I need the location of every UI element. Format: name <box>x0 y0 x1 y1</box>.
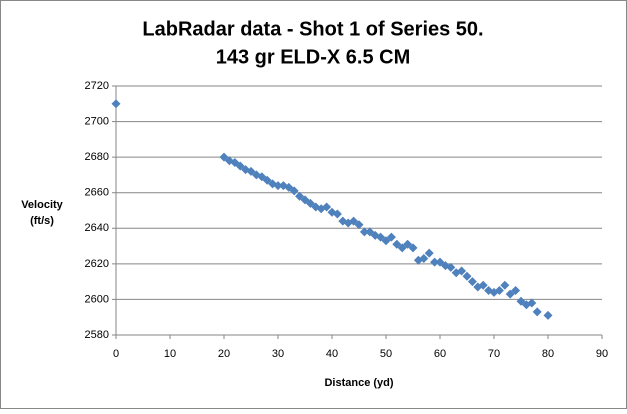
y-tick-label: 2580 <box>85 329 109 341</box>
data-point <box>446 262 456 272</box>
data-point <box>478 280 488 290</box>
data-point <box>527 298 537 308</box>
x-tick-label: 40 <box>326 348 338 360</box>
y-tick-label: 2620 <box>85 258 109 270</box>
x-tick-label: 50 <box>380 348 392 360</box>
data-point <box>511 286 521 296</box>
x-tick-label: 90 <box>596 348 608 360</box>
x-tick-label: 10 <box>164 348 176 360</box>
y-tick-label: 2600 <box>85 293 109 305</box>
y-tick-label: 2700 <box>85 115 109 127</box>
x-tick-label: 80 <box>542 348 554 360</box>
y-axis-label: Velocity <box>21 199 63 211</box>
data-point <box>462 271 472 281</box>
data-point <box>322 202 332 212</box>
x-axis-label: Distance (yd) <box>324 377 393 389</box>
y-tick-label: 2720 <box>85 80 109 92</box>
data-point <box>354 220 364 230</box>
x-tick-label: 20 <box>218 348 230 360</box>
x-tick-label: 70 <box>488 348 500 360</box>
y-tick-label: 2640 <box>85 222 109 234</box>
y-axis-label: (ft/s) <box>30 215 54 227</box>
data-point <box>430 257 440 267</box>
x-tick-label: 60 <box>434 348 446 360</box>
data-point <box>111 99 121 109</box>
y-tick-label: 2660 <box>85 187 109 199</box>
chart-subtitle: 143 gr ELD-X 6.5 CM <box>216 46 411 68</box>
x-tick-label: 30 <box>272 348 284 360</box>
data-point <box>457 266 467 276</box>
data-point <box>543 310 553 320</box>
data-point <box>408 243 418 253</box>
data-point <box>359 227 369 237</box>
data-point <box>467 277 477 287</box>
data-point <box>332 209 342 219</box>
data-point <box>419 254 429 264</box>
y-tick-label: 2680 <box>85 151 109 163</box>
data-point <box>273 181 283 191</box>
data-point <box>500 280 510 290</box>
data-point <box>386 232 396 242</box>
chart-title: LabRadar data - Shot 1 of Series 50. <box>142 18 483 40</box>
data-point <box>289 186 299 196</box>
x-tick-label: 0 <box>113 348 119 360</box>
data-point <box>413 255 423 265</box>
data-point <box>424 248 434 258</box>
data-point <box>532 307 542 317</box>
data-point <box>494 286 504 296</box>
